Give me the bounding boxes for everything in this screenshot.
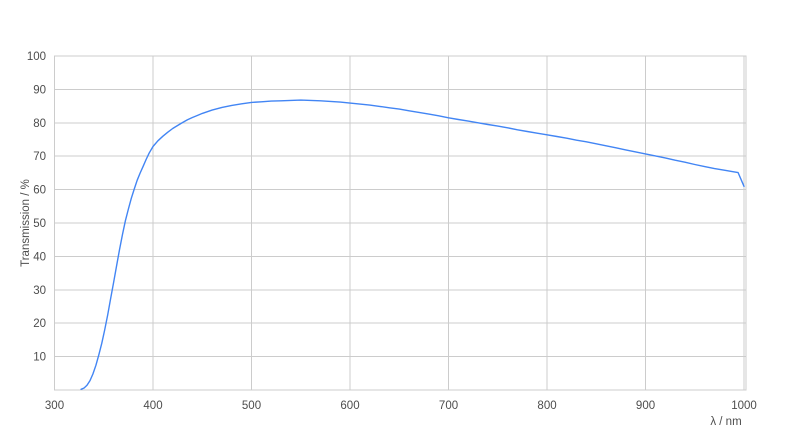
x-axis-title: λ / nm xyxy=(710,416,741,428)
y-tick-label: 40 xyxy=(33,251,46,263)
y-tick-label: 90 xyxy=(33,84,46,96)
x-tick-label: 600 xyxy=(340,400,359,412)
plot-border xyxy=(54,55,747,391)
x-tick-label: 900 xyxy=(636,400,655,412)
series-layer xyxy=(80,99,745,390)
y-tick-label: 80 xyxy=(33,118,46,130)
x-tick-label: 700 xyxy=(439,400,458,412)
transmission-series-line xyxy=(80,99,745,390)
y-tick-label: 10 xyxy=(33,352,46,364)
y-tick-label: 60 xyxy=(33,185,46,197)
y-tick-label: 50 xyxy=(33,218,46,230)
tick-layer: 300 400 500 600 700 800 900 1000 10 20 30 40 50 60 70 8… xyxy=(27,51,757,412)
x-tick-label: 800 xyxy=(537,400,556,412)
x-tick-label: 300 xyxy=(45,400,64,412)
x-tick-label: 500 xyxy=(242,400,261,412)
y-axis-title: Transmission / % xyxy=(20,179,32,267)
y-tick-label: 100 xyxy=(27,51,46,63)
y-tick-label: 70 xyxy=(33,151,46,163)
grid-layer xyxy=(54,55,747,391)
y-tick-label: 20 xyxy=(33,318,46,330)
y-tick-label: 30 xyxy=(33,285,46,297)
x-tick-label: 400 xyxy=(143,400,162,412)
x-tick-label: 1000 xyxy=(731,400,757,412)
